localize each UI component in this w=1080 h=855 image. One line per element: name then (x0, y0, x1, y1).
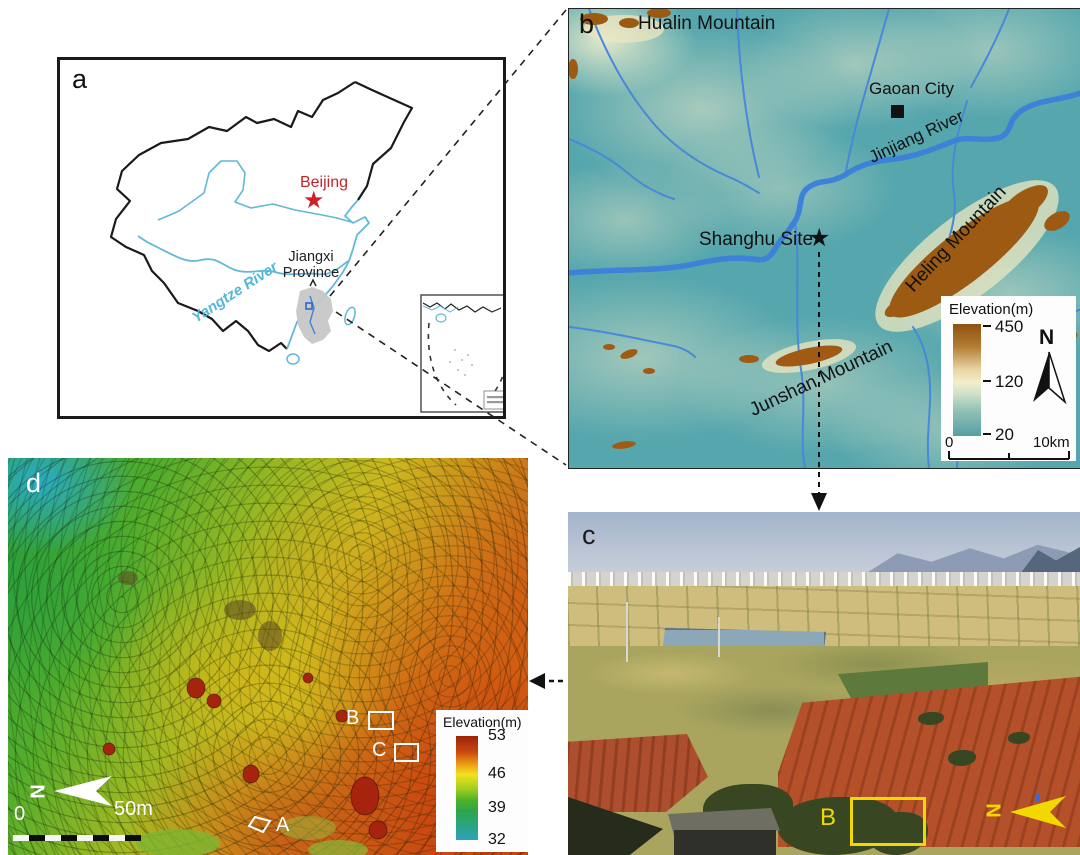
beijing-star-icon: ★ (303, 187, 325, 214)
mountain-junshan-shape (603, 344, 843, 449)
china-border-north-west-south (109, 81, 356, 353)
bushes (868, 812, 928, 855)
gaoan-city-label: Gaoan City (869, 79, 955, 98)
elevation-colorbar (456, 736, 478, 840)
scale-end: 10km (1033, 434, 1070, 451)
mountain-heling-shape (884, 185, 1078, 347)
dem-box-c (394, 743, 419, 762)
tick-120: 120 (995, 372, 1024, 391)
north-arrow-icon (1010, 796, 1066, 828)
hualin-mountain-label: Hualin Mountain (638, 13, 776, 34)
city-strip (568, 572, 1080, 587)
north-arrow-icon (1033, 351, 1067, 405)
shed-front (674, 830, 776, 855)
north-label: N (1039, 326, 1055, 349)
scale-start: 0 (14, 803, 26, 825)
tick-mark (983, 380, 991, 382)
dem-box-b (368, 711, 394, 730)
tick-53: 53 (488, 727, 506, 744)
hainan-island (286, 353, 300, 365)
jiangxi-river-detail (309, 295, 316, 335)
panel-b-letter: b (579, 9, 595, 39)
dark-soil-patches (118, 571, 282, 651)
legend-title: Elevation(m) (949, 301, 1034, 318)
excavation-box-b (850, 797, 926, 846)
scale-bar (948, 451, 1070, 460)
inset-caption-box (483, 390, 503, 410)
jiangxi-province-label: Jiangxi Province (282, 249, 340, 281)
elevation-colorbar (953, 324, 981, 436)
gaoan-city-square-icon (891, 105, 904, 118)
red-elevation-spots (102, 672, 388, 840)
shrub (1008, 732, 1030, 744)
panel-a-china-map: a Beijing ★ Jiangxi Province Yangtze Riv… (57, 57, 506, 419)
panel-d-legend: Elevation(m) 53 46 39 32 (436, 710, 528, 852)
shanghu-site-label: Shanghu Site (699, 229, 814, 250)
shanghu-site-star-icon: ★ (808, 224, 831, 252)
panel-d-letter: d (26, 468, 42, 498)
yangtze-river (137, 235, 349, 276)
tick-20: 20 (995, 425, 1014, 444)
arrowhead-b-to-c (811, 493, 827, 511)
scale-end: 50m (114, 798, 153, 820)
north-label-rotated: N (27, 784, 50, 799)
excavation-box-b-label: B (820, 804, 837, 831)
site-square-marker (305, 302, 313, 310)
china-map-svg (109, 81, 503, 413)
province-caret-icon (309, 278, 317, 287)
scale-bar (13, 835, 141, 841)
shrub (948, 750, 976, 766)
main-river-stroke (569, 90, 1080, 276)
panel-c-aerial-photo: c B N (568, 512, 1080, 855)
south-china-sea-inset (420, 294, 503, 413)
north-arrow-icon (54, 776, 112, 806)
panel-d-site-dem: d B C A N 0 50m Elevation(m) 53 46 39 32 (8, 458, 528, 855)
area-a-label: A (276, 814, 290, 836)
utility-pole (718, 617, 720, 657)
tick-mark (983, 433, 991, 435)
tick-32: 32 (488, 831, 506, 848)
panel-c-letter: c (582, 520, 596, 550)
mountain-northwest-spots (569, 9, 671, 79)
utility-pole (626, 602, 628, 662)
shrub (918, 712, 944, 725)
tick-mark (983, 325, 991, 327)
area-a-polygon-icon (247, 815, 272, 834)
dem-box-c-label: C (372, 739, 387, 761)
yellow-river (157, 160, 352, 223)
tick-46: 46 (488, 765, 506, 782)
panel-b-elevation-map: b Hualin Mountain Gaoan City Jinjiang Ri… (568, 8, 1080, 469)
panel-a-letter: a (72, 64, 88, 94)
taiwan-island (344, 306, 356, 326)
legend-title: Elevation(m) (443, 714, 522, 730)
scale-start: 0 (945, 434, 954, 451)
terrain-svg (569, 9, 1080, 468)
dem-box-b-label: B (346, 707, 360, 729)
jiangxi-province-shape (296, 287, 333, 344)
red-soil-left (568, 734, 708, 812)
arrowhead-c-to-d (529, 673, 545, 689)
tick-39: 39 (488, 799, 506, 816)
tick-450: 450 (995, 317, 1024, 336)
panel-b-legend: Elevation(m) 450 120 20 N 0 10km (941, 296, 1076, 461)
person-in-blue (1035, 793, 1040, 802)
